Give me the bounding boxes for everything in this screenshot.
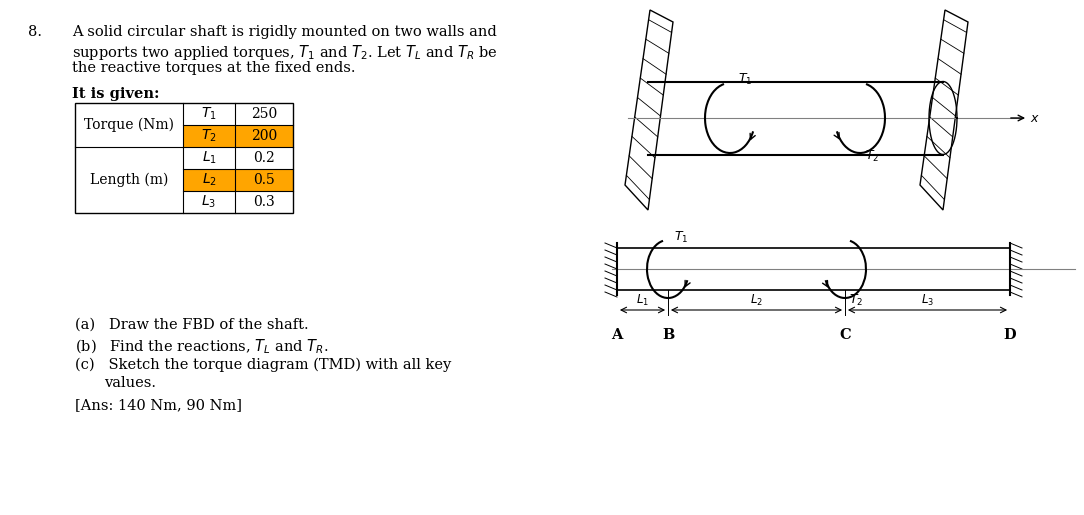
Text: Torque (Nm): Torque (Nm) bbox=[83, 118, 175, 132]
Text: $L_1$: $L_1$ bbox=[202, 150, 217, 166]
Text: 0.3: 0.3 bbox=[254, 195, 275, 209]
Text: B: B bbox=[662, 328, 674, 342]
Bar bbox=[183, 169, 293, 191]
Bar bbox=[183, 125, 293, 147]
Text: 8.: 8. bbox=[28, 25, 42, 39]
Text: Length (m): Length (m) bbox=[90, 173, 168, 187]
Polygon shape bbox=[625, 10, 673, 210]
Polygon shape bbox=[920, 10, 968, 210]
Text: A: A bbox=[611, 328, 622, 342]
Text: $T_1$: $T_1$ bbox=[674, 230, 688, 245]
Text: 0.2: 0.2 bbox=[254, 151, 275, 165]
Text: [Ans: 140 Nm, 90 Nm]: [Ans: 140 Nm, 90 Nm] bbox=[75, 398, 242, 412]
Text: C: C bbox=[839, 328, 851, 342]
Text: 0.5: 0.5 bbox=[254, 173, 275, 187]
Text: D: D bbox=[1004, 328, 1017, 342]
Text: It is given:: It is given: bbox=[72, 87, 159, 101]
Text: (a)   Draw the FBD of the shaft.: (a) Draw the FBD of the shaft. bbox=[75, 318, 309, 332]
Bar bbox=[75, 103, 293, 213]
Text: $L_3$: $L_3$ bbox=[921, 293, 934, 308]
Text: $T_2$: $T_2$ bbox=[865, 149, 879, 164]
Text: values.: values. bbox=[104, 376, 156, 390]
Text: $L_1$: $L_1$ bbox=[636, 293, 649, 308]
Text: 250: 250 bbox=[250, 107, 278, 121]
Text: $L_2$: $L_2$ bbox=[750, 293, 763, 308]
Text: $L_2$: $L_2$ bbox=[202, 172, 217, 188]
Text: A solid circular shaft is rigidly mounted on two walls and: A solid circular shaft is rigidly mounte… bbox=[72, 25, 496, 39]
Text: $T_1$: $T_1$ bbox=[738, 72, 752, 87]
Text: 200: 200 bbox=[250, 129, 278, 143]
Text: $L_3$: $L_3$ bbox=[202, 194, 217, 210]
Text: $T_1$: $T_1$ bbox=[202, 106, 217, 122]
Text: (b)   Find the reactions, $T_L$ and $T_R$.: (b) Find the reactions, $T_L$ and $T_R$. bbox=[75, 338, 328, 356]
Text: (c)   Sketch the torque diagram (TMD) with all key: (c) Sketch the torque diagram (TMD) with… bbox=[75, 358, 451, 372]
Text: $x$: $x$ bbox=[1030, 112, 1040, 125]
Text: $T_2$: $T_2$ bbox=[202, 128, 217, 144]
Text: the reactive torques at the fixed ends.: the reactive torques at the fixed ends. bbox=[72, 61, 356, 75]
Text: supports two applied torques, $T_1$ and $T_2$. Let $T_L$ and $T_R$ be: supports two applied torques, $T_1$ and … bbox=[72, 43, 498, 62]
Text: $T_2$: $T_2$ bbox=[849, 293, 863, 308]
